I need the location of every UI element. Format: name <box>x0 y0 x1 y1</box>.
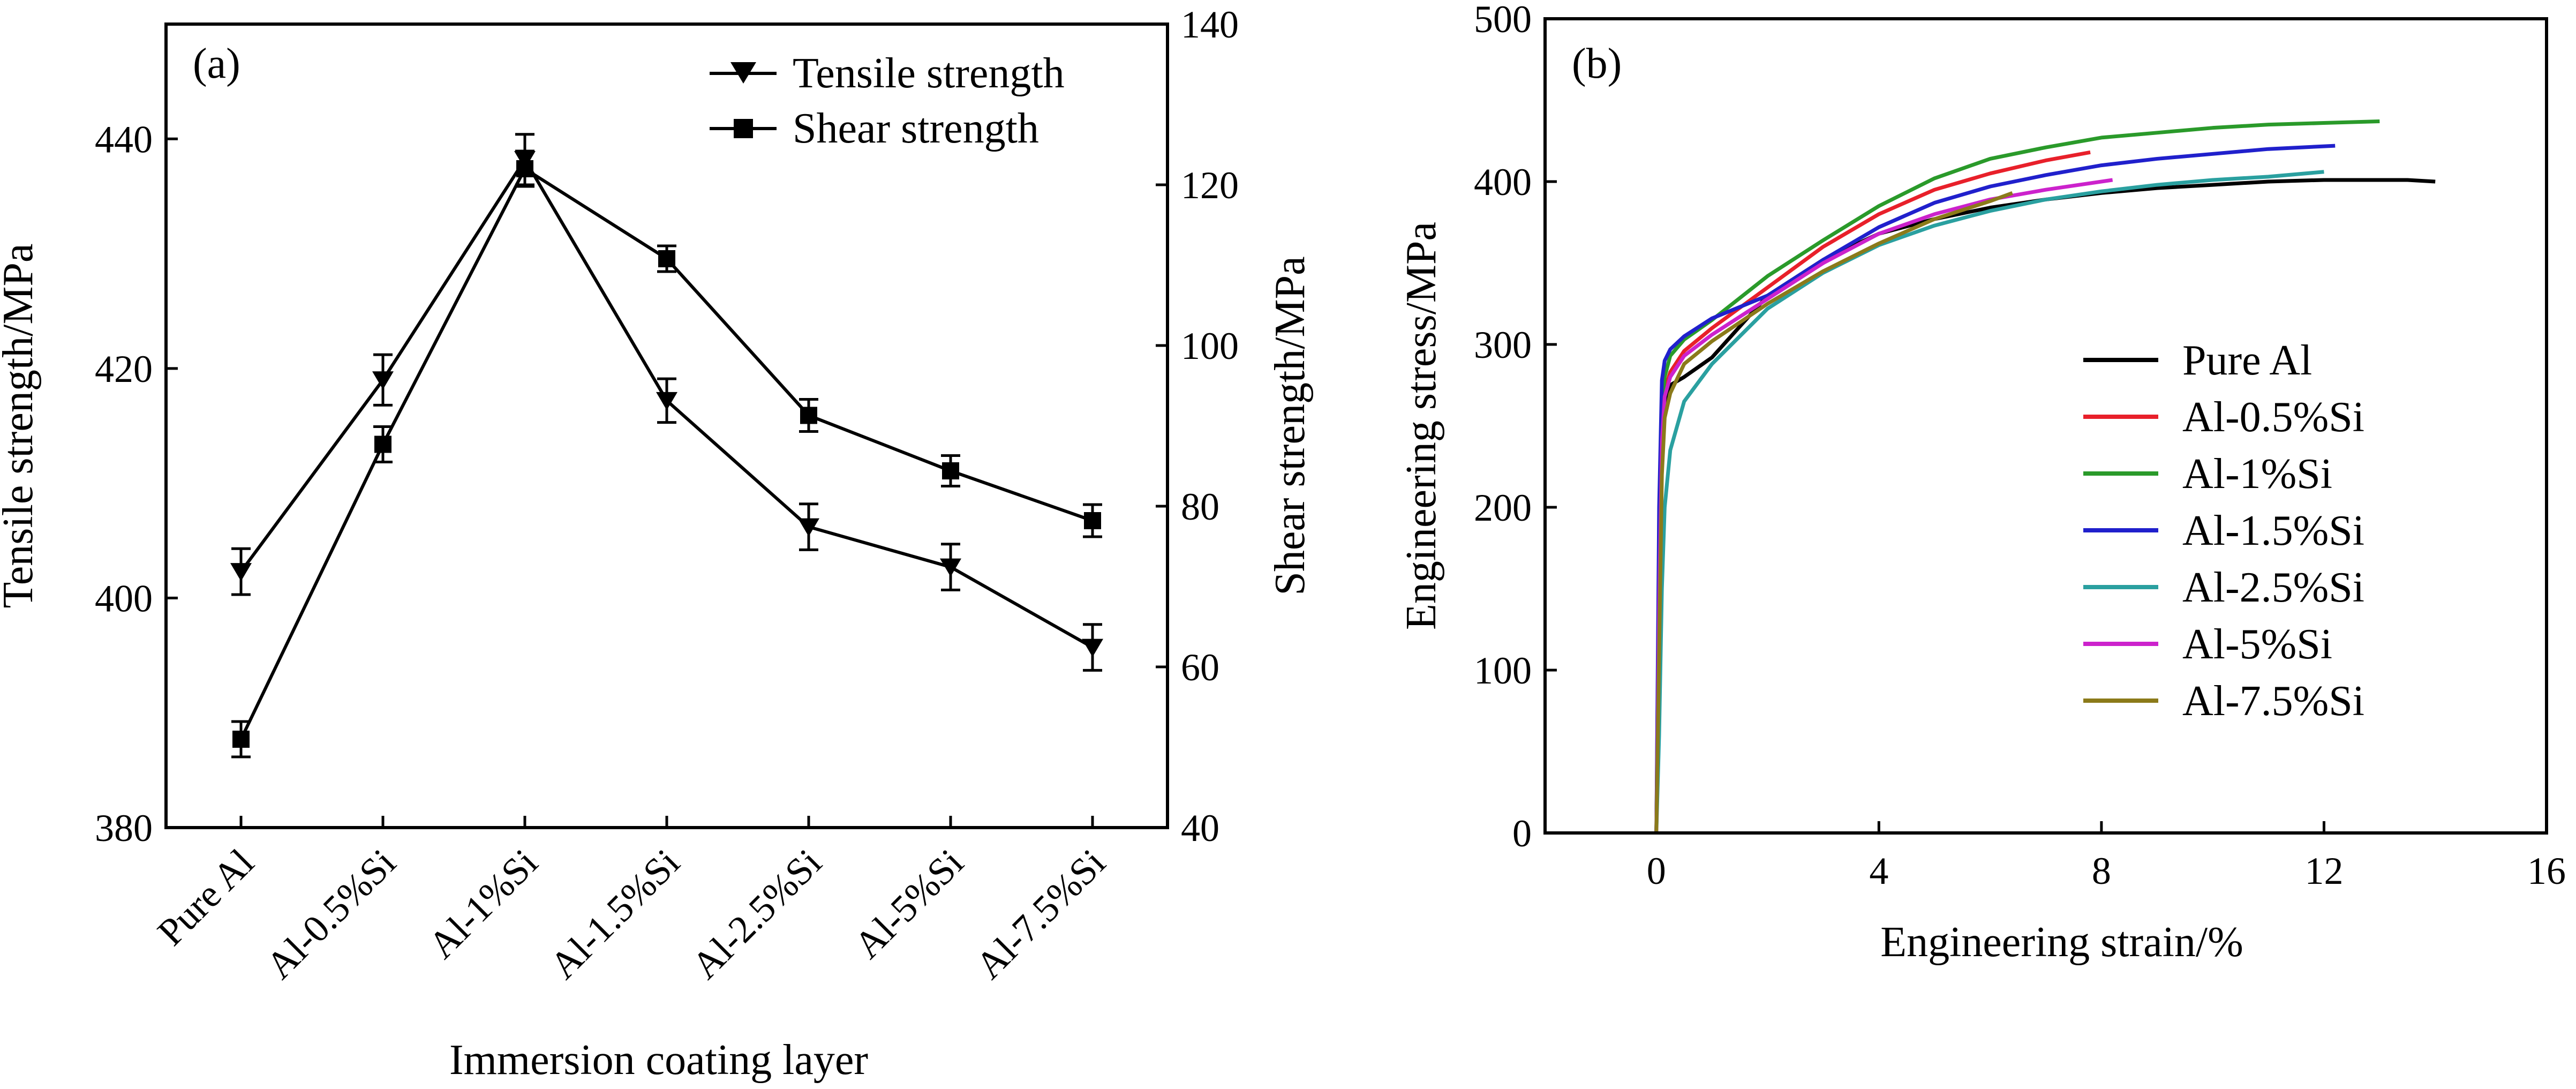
data-point-shear <box>800 407 817 424</box>
curve-al-5-si <box>1654 178 2113 833</box>
panel-a-right-axis-label: Shear strength/MPa <box>1267 256 1314 595</box>
curve-al-7-5-si <box>1654 191 2013 833</box>
panel-b-y-tick-label: 300 <box>1474 324 1532 366</box>
curve-al-1-si <box>1654 119 2380 833</box>
data-point-shear <box>942 462 959 479</box>
panel-a-label: (a) <box>193 40 240 87</box>
legend-label-al-1-si: Al-1%Si <box>2182 450 2332 498</box>
legend-tensile-marker <box>730 62 756 84</box>
data-point-shear <box>516 160 533 177</box>
legend-tensile-label: Tensile strength <box>793 50 1065 97</box>
data-point-shear <box>232 731 250 748</box>
data-point-tensile <box>798 518 819 537</box>
legend-shear-marker <box>734 119 753 138</box>
legend-label-al-7-5-si: Al-7.5%Si <box>2182 678 2364 725</box>
panel-a-right-tick-label: 120 <box>1181 164 1239 207</box>
panel-b-x-tick-label: 16 <box>2527 850 2566 892</box>
panel-a-x-axis-label: Immersion coating layer <box>449 1037 868 1084</box>
legend-label-al-5-si: Al-5%Si <box>2182 621 2332 668</box>
panel-a-series <box>230 133 1103 758</box>
panel-a-right-tick-label: 80 <box>1181 485 1219 528</box>
panel-b-x-tick-label: 12 <box>2304 850 2343 892</box>
panel-b-x-tick-label: 8 <box>2092 850 2111 892</box>
panel-b-x-axis-label: Engineering strain/% <box>1880 919 2243 966</box>
panel-a-left-ticks: 380 400 420 440 <box>95 118 178 850</box>
legend-label-al-1-5-si: Al-1.5%Si <box>2182 507 2364 554</box>
panel-a-left-tick-label: 380 <box>95 807 153 850</box>
panel-a-x-tick-label: Al-0.5%Si <box>258 841 404 987</box>
panel-a-x-tick-label: Pure Al <box>149 841 262 954</box>
panel-a-tensile-shear-chart: (a) 380 400 420 440 40 60 80 100 120 140 Pure Al… <box>0 3 1314 1084</box>
panel-b-y-tick-label: 500 <box>1474 0 1532 41</box>
panel-b-x-tick-label: 4 <box>1869 850 1888 892</box>
panel-a-right-tick-label: 40 <box>1181 807 1219 850</box>
panel-a-x-tick-label: Al-7.5%Si <box>967 841 1113 987</box>
panel-b-y-tick-label: 100 <box>1474 649 1532 692</box>
panel-b-y-axis-label: Engineering stress/MPa <box>1398 222 1445 630</box>
panel-a-right-tick-label: 100 <box>1181 325 1239 367</box>
data-point-tensile <box>940 558 961 577</box>
panel-b-y-tick-label: 0 <box>1512 812 1532 855</box>
panel-a-right-tick-label: 60 <box>1181 646 1219 689</box>
curve-al-0-5-si <box>1654 150 2091 833</box>
data-point-tensile <box>1082 639 1103 657</box>
panel-b-x-tick-label: 0 <box>1647 850 1666 892</box>
curve-pure-al <box>1654 178 2436 833</box>
panel-b-series <box>1654 119 2436 833</box>
data-point-shear <box>1084 512 1101 529</box>
panel-b-legend: Pure Al Al-0.5%Si Al-1%Si Al-1.5%Si Al-2.5%S… <box>2083 337 2364 725</box>
panel-a-x-tick-label: Al-1%Si <box>420 841 546 967</box>
panel-b-plot-frame <box>1543 17 2548 835</box>
data-point-tensile <box>656 392 677 410</box>
panel-b-y-tick-label: 400 <box>1474 161 1532 204</box>
panel-b-label: (b) <box>1572 40 1622 87</box>
panel-b-stress-strain-chart: (b) 0 100 200 300 400 500 0 4 8 12 16 Engineering… <box>1398 0 2566 966</box>
panel-b-y-tick-label: 200 <box>1474 486 1532 529</box>
curve-al-2-5-si <box>1654 170 2324 833</box>
panel-a-left-axis-label: Tensile strength/MPa <box>0 244 42 609</box>
panel-a-x-tick-label: Al-5%Si <box>846 841 972 967</box>
data-point-shear <box>374 435 391 453</box>
legend-label-al-2-5-si: Al-2.5%Si <box>2182 564 2364 611</box>
panel-a-right-tick-label: 140 <box>1181 3 1239 46</box>
panel-a-x-tick-label: Al-1.5%Si <box>541 841 688 987</box>
panel-a-left-tick-label: 420 <box>95 348 153 390</box>
data-point-shear <box>658 250 675 267</box>
panel-a-left-tick-label: 400 <box>95 577 153 620</box>
data-point-tensile <box>230 563 252 582</box>
data-point-tensile <box>372 371 394 390</box>
panel-a-legend: Tensile strength Shear strength <box>710 50 1065 152</box>
panel-a-x-tick-label: Al-2.5%Si <box>683 841 830 987</box>
panel-a-right-ticks: 40 60 80 100 120 140 <box>1156 3 1239 850</box>
legend-label-pure-al: Pure Al <box>2182 337 2312 384</box>
panel-a-left-tick-label: 440 <box>95 118 153 161</box>
curve-al-1-5-si <box>1654 144 2336 833</box>
legend-shear-label: Shear strength <box>793 105 1039 152</box>
legend-label-al-0-5-si: Al-0.5%Si <box>2182 394 2364 441</box>
